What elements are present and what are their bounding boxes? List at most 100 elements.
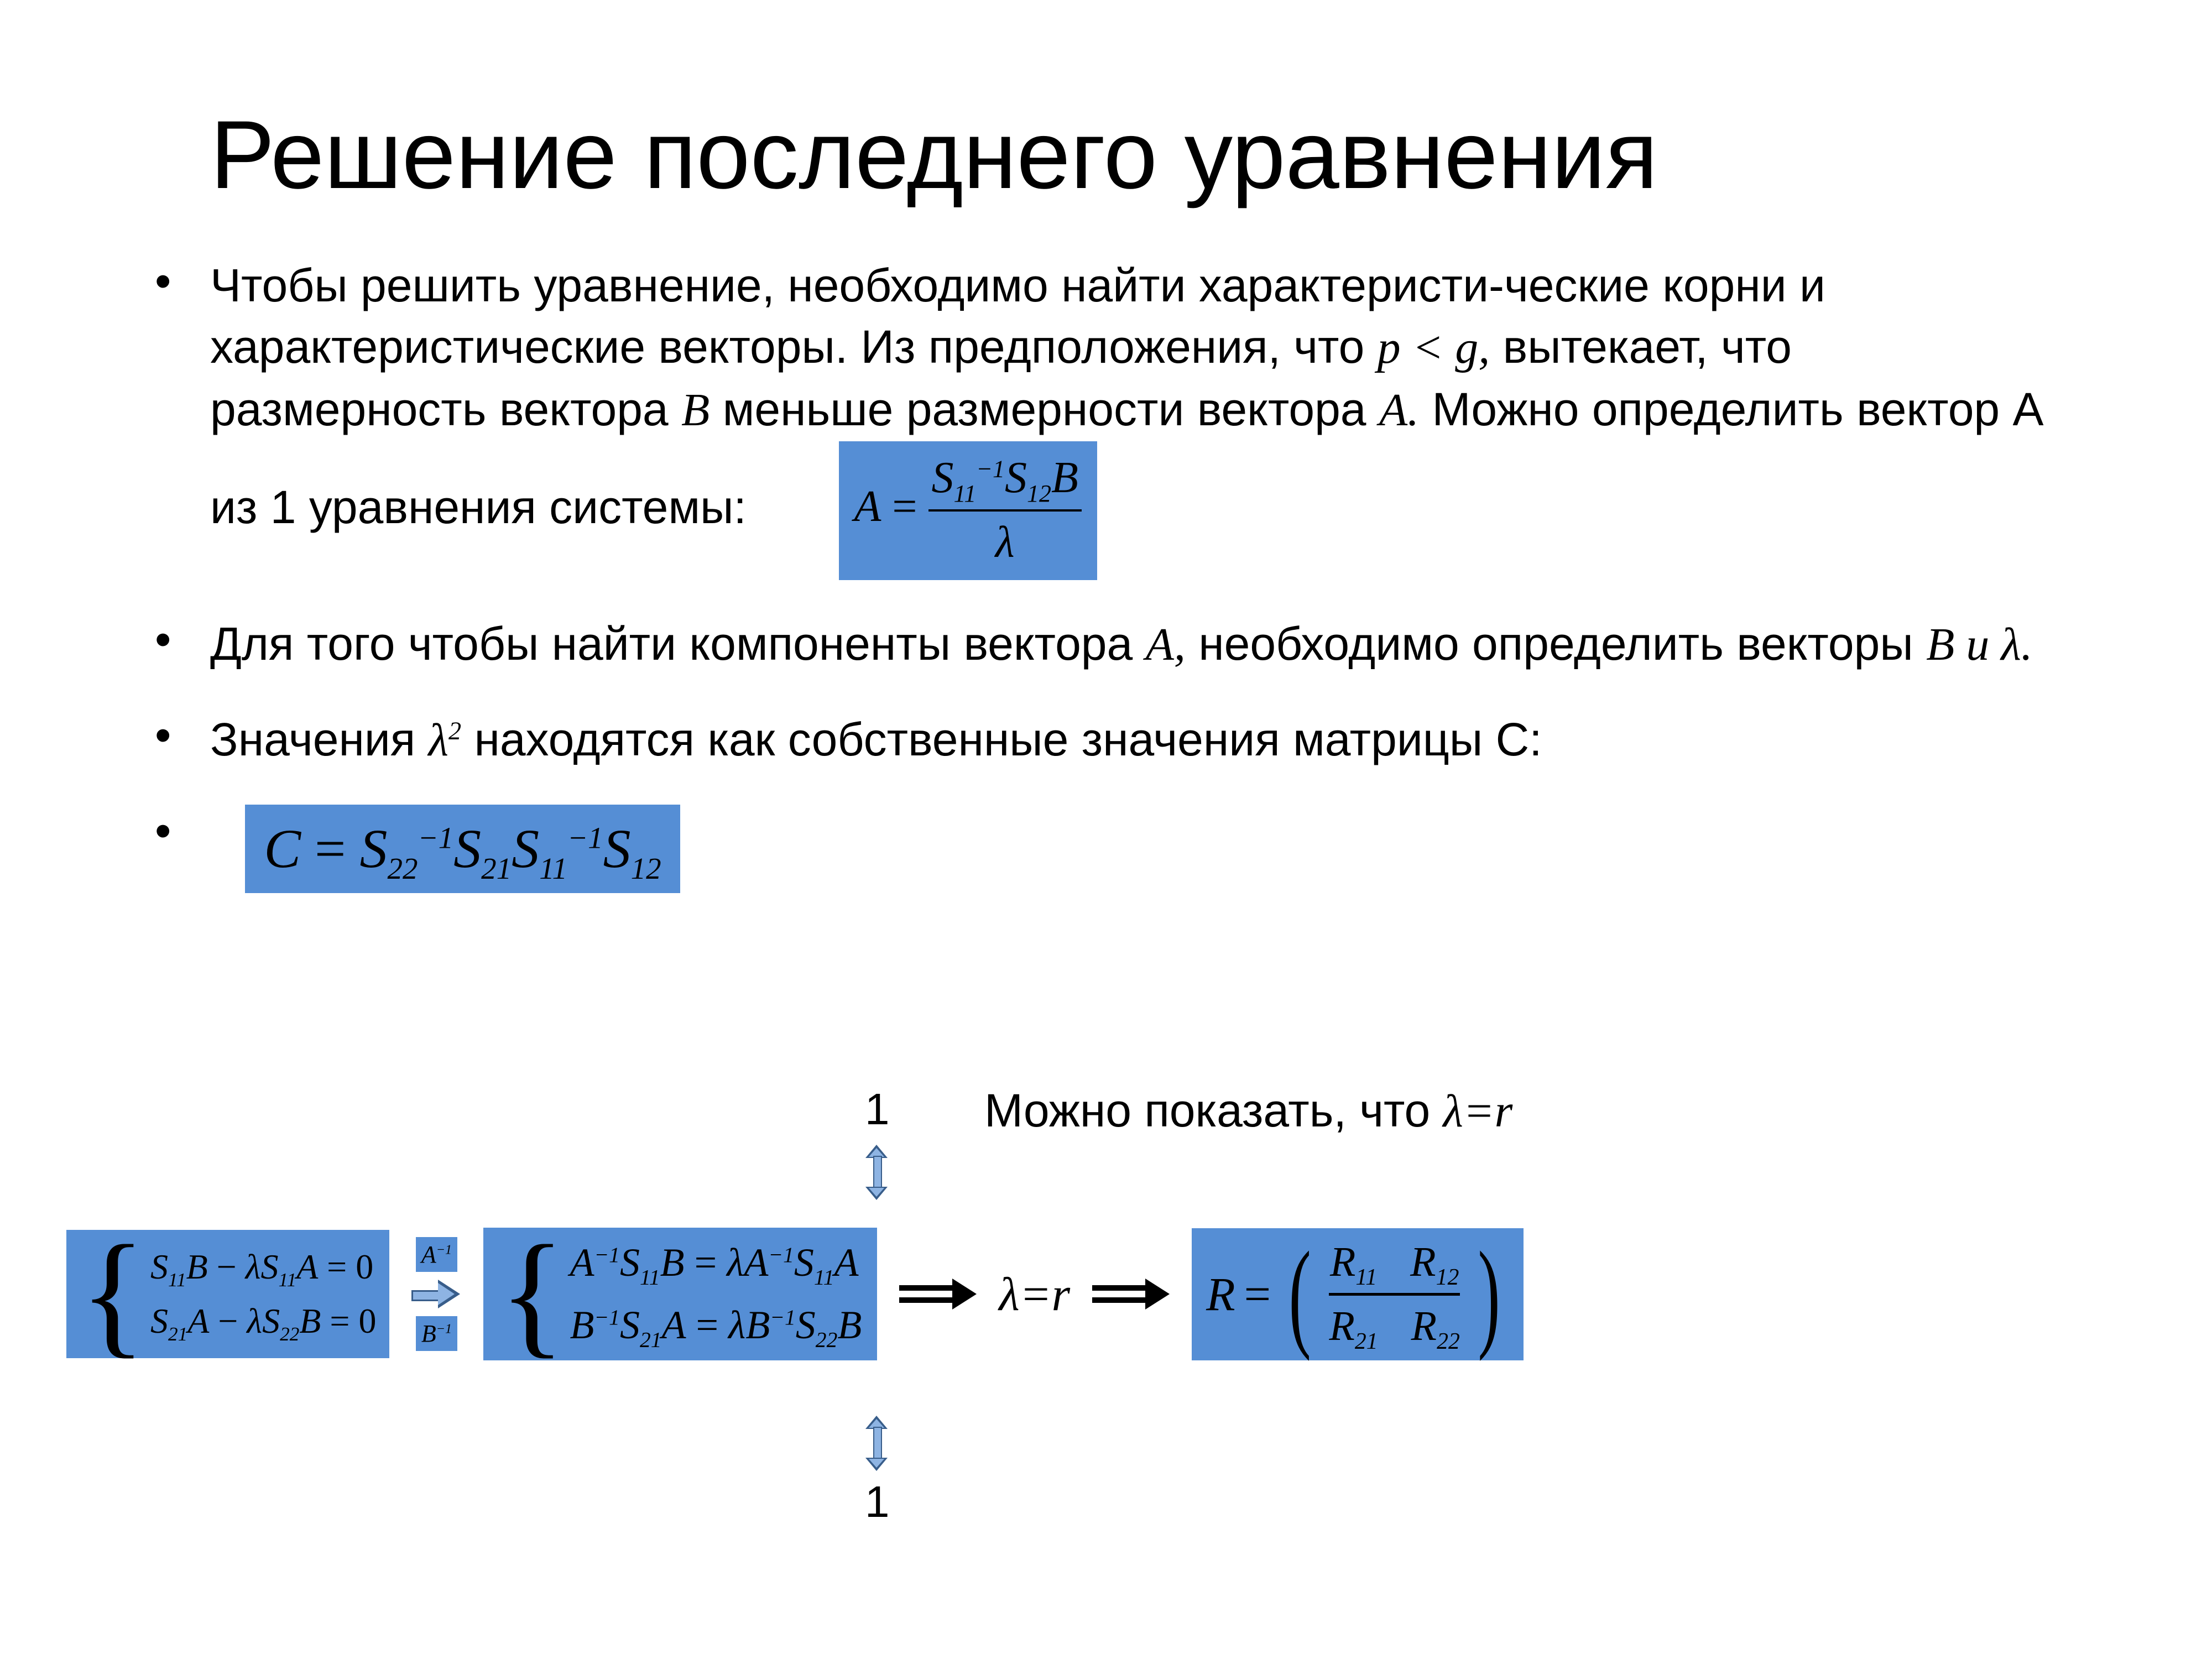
s1l1-A: A [296, 1247, 318, 1286]
R-row1: R11 R12 [1330, 1238, 1459, 1286]
s2l1-A: A [570, 1240, 594, 1285]
eqA-B: B [1051, 453, 1078, 502]
sys1-line2: S21A − λS22B = 0 [150, 1301, 376, 1342]
s2l2-B3: B [837, 1303, 862, 1347]
implies-arrow-icon [899, 1279, 977, 1310]
paren-left-icon: ( [1289, 1243, 1311, 1346]
Ainv-sup: −1 [436, 1242, 452, 1257]
s2l1-A3: A [834, 1240, 859, 1285]
bullet-1: Чтобы решить уравнение, необходимо найти… [210, 255, 2068, 580]
s2l2-S: S [620, 1303, 640, 1347]
s1l2-S1sub: 21 [168, 1323, 187, 1345]
s1l2-eq: = 0 [321, 1301, 376, 1340]
s2l2-Bsup: −1 [594, 1305, 620, 1329]
s1l2-S2sub: 22 [280, 1323, 299, 1345]
s2l1-A2sup: −1 [768, 1243, 794, 1267]
bullet-2-text-b: необходимо определить векторы [1198, 618, 1926, 670]
R22: R [1411, 1303, 1437, 1349]
double-arrow-icon [865, 1145, 888, 1200]
system-2: { A−1S11B = λA−1S11A B−1S21A = λB−1S22B [483, 1228, 877, 1360]
system-2-lines: A−1S11B = λA−1S11A B−1S21A = λB−1S22B [570, 1240, 862, 1348]
s2l1-eq: = [685, 1240, 727, 1285]
s2l1-B: B [660, 1240, 685, 1285]
eqC-S1sup: −1 [418, 821, 453, 854]
bullet-3-lambda: λ [429, 714, 448, 766]
eqC-S3sup: −1 [567, 821, 603, 854]
eqA-S2sub: 12 [1027, 480, 1051, 507]
bullet-2-B: B и [1926, 619, 2001, 670]
lambda-equals-r: λ=r [999, 1266, 1070, 1322]
bullet-3: Значения λ2 находятся как собственные зн… [210, 709, 2068, 771]
s2l2-S2: S [796, 1303, 816, 1347]
R11sub: 11 [1355, 1265, 1377, 1290]
R-lhs: R [1206, 1266, 1235, 1322]
s2l2-eq: = [686, 1303, 729, 1347]
bullet-2-A: A, [1146, 619, 1186, 670]
s2l1-lam: λ [727, 1240, 744, 1285]
s2l2-S2sub: 22 [816, 1327, 838, 1352]
s1l1-eq: = 0 [318, 1247, 373, 1286]
s1l1-minus: − [208, 1247, 246, 1286]
note-right: Можно показать, что λ=r [984, 1084, 1512, 1138]
R21: R [1329, 1303, 1354, 1349]
s2l2-B2sup: −1 [770, 1305, 796, 1329]
system-1-lines: S11B − λS11A = 0 S21A − λS22B = 0 [150, 1246, 376, 1342]
right-arrow-icon [411, 1280, 461, 1308]
eqC-S4: S [603, 818, 631, 879]
s1l2-B: B [299, 1301, 321, 1340]
s1l1-S2sub: 11 [278, 1269, 296, 1291]
eqC-S2sub: 21 [481, 852, 512, 885]
multiply-column: A−1 B−1 [411, 1237, 461, 1351]
eqA-den: λ [928, 512, 1082, 572]
eqA-lhs: A [854, 482, 881, 531]
sys2-line1: A−1S11B = λA−1S11A [570, 1240, 862, 1286]
derivation-row: { S11B − λS11A = 0 S21A − λS22B = 0 A−1 … [66, 1228, 2146, 1360]
note-lr: λ=r [1443, 1086, 1513, 1137]
R-eq: = [1244, 1266, 1271, 1322]
s2l2-lam: λ [728, 1303, 745, 1347]
eqA-num: S11−1S12B [928, 449, 1082, 512]
B-inverse-box: B−1 [416, 1316, 457, 1351]
s2l1-Asup: −1 [594, 1243, 620, 1267]
eqA-S1sub: 11 [954, 480, 977, 507]
R-hline [1329, 1293, 1459, 1296]
R12sub: 12 [1436, 1265, 1459, 1290]
R-matrix: R = ( R11 R12 R21 R22 ) [1192, 1228, 1524, 1360]
s2l1-S2sub: 11 [814, 1265, 834, 1289]
brace-icon-2: { [499, 1242, 565, 1346]
s2l2-Ssub: 21 [640, 1327, 662, 1352]
R12: R [1410, 1239, 1436, 1285]
s1l2-minus: − [209, 1301, 247, 1340]
eqC-lhs: C [264, 818, 301, 879]
s1l2-S1: S [150, 1301, 168, 1340]
double-arrow-icon-2 [865, 1416, 888, 1471]
note-text: Можно показать, что [984, 1084, 1443, 1136]
Ainv: A [421, 1241, 436, 1268]
bullet-1-pg: p < g, [1378, 322, 1490, 373]
eqC-S1sub: 22 [387, 852, 418, 885]
bullet-list: Чтобы решить уравнение, необходимо найти… [210, 255, 2068, 893]
equation-C: C = S22−1S21S11−1S12 [245, 805, 680, 893]
eqC-S3: S [512, 818, 539, 879]
brace-icon: { [80, 1242, 146, 1346]
bullet-3-text-a: Значения [210, 713, 429, 765]
s2l1-S2: S [794, 1240, 814, 1285]
eqC-S4sub: 12 [631, 852, 661, 885]
implies-arrow-icon-2 [1092, 1279, 1170, 1310]
Binv: B [421, 1320, 436, 1347]
bullet-2-lambda: λ. [2001, 619, 2032, 670]
eqA-S2: S [1005, 453, 1027, 502]
system-1: { S11B − λS11A = 0 S21A − λS22B = 0 [66, 1230, 389, 1358]
s2l2-B: B [570, 1303, 594, 1347]
s1l1-B: B [186, 1247, 208, 1286]
bullet-1-B: B [681, 384, 709, 436]
label-1-top: 1 [865, 1084, 890, 1135]
bullet-1-text-c: меньше размерности вектора [723, 383, 1379, 435]
s1l1-S1: S [150, 1247, 168, 1286]
s2l1-A2: A [744, 1240, 768, 1285]
sys2-line2: B−1S21A = λB−1S22B [570, 1302, 862, 1348]
s2l1-Ssub: 11 [640, 1265, 660, 1289]
R21sub: 21 [1355, 1329, 1378, 1354]
eqC-eq: = [301, 818, 359, 879]
eqA-fraction: S11−1S12B λ [928, 449, 1082, 572]
